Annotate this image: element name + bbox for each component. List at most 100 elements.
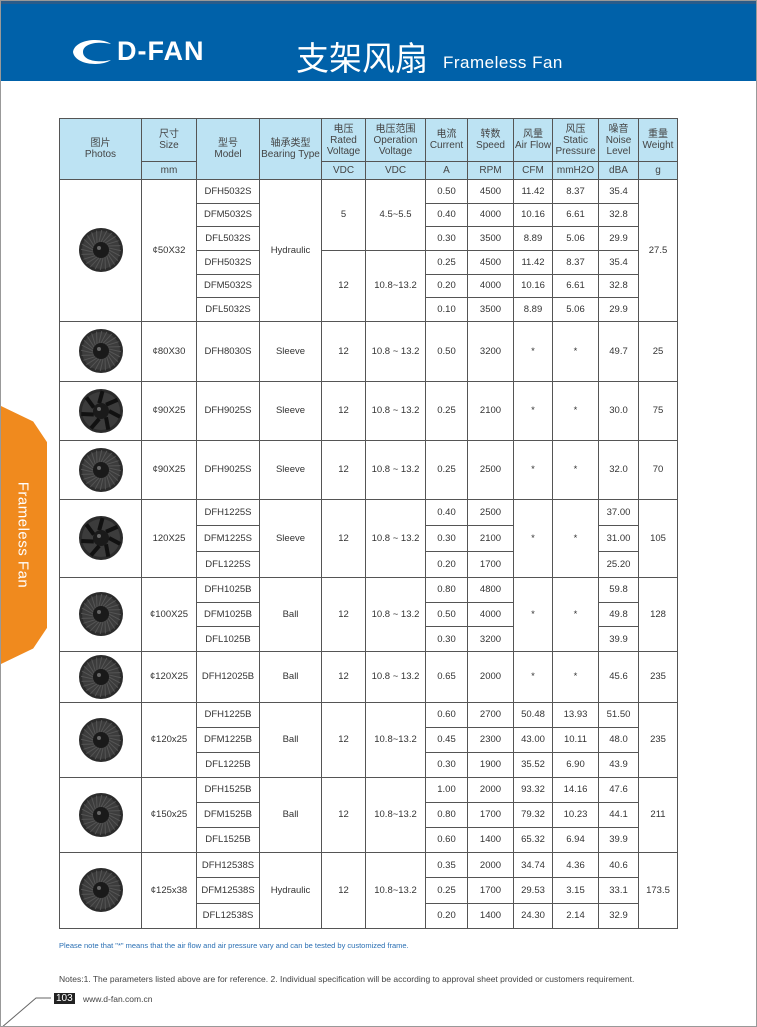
noise-cell: 37.00 bbox=[598, 498, 639, 526]
noise-cell: 29.9 bbox=[598, 297, 639, 322]
current-cell: 0.80 bbox=[425, 576, 468, 603]
header-cn: 电压范围 bbox=[375, 123, 416, 135]
weight-cell: 235 bbox=[638, 701, 678, 778]
static-pressure-cell: * bbox=[552, 576, 599, 652]
column-unit: mm bbox=[141, 161, 197, 180]
bearing-cell: Sleeve bbox=[259, 320, 322, 382]
model-cell: DFL5032S bbox=[196, 297, 260, 322]
blower-fan-icon bbox=[78, 329, 123, 374]
table-row: DFM5032S 0.40 4000 10.16 6.61 32.8 bbox=[60, 202, 678, 228]
static-pressure-cell: 2.14 bbox=[552, 902, 599, 929]
current-cell: 0.25 bbox=[425, 380, 468, 441]
current-cell: 0.80 bbox=[425, 801, 468, 828]
header-en: Weight bbox=[642, 140, 674, 151]
operation-voltage-cell: 10.8~13.2 bbox=[365, 249, 426, 322]
current-cell: 0.10 bbox=[425, 297, 468, 322]
noise-cell: 48.0 bbox=[598, 726, 639, 753]
brand-name: D-FAN bbox=[117, 36, 205, 66]
model-cell: DFH9025S bbox=[196, 380, 260, 441]
speed-cell: 1700 bbox=[467, 801, 514, 828]
spec-table: 图片 Photos 尺寸 Size 型号 Model 轴承类型 Bearing Type 电压 R… bbox=[59, 118, 678, 929]
model-cell: DFH1225B bbox=[196, 701, 260, 728]
rated-voltage-cell: 12 bbox=[321, 498, 366, 578]
blower-fan-icon bbox=[78, 868, 123, 913]
column-unit: dBA bbox=[598, 161, 639, 180]
bearing-cell: Ball bbox=[259, 650, 322, 703]
model-cell: DFL12538S bbox=[196, 902, 260, 929]
brand-logo: D-FAN bbox=[71, 36, 205, 67]
weight-cell: 75 bbox=[638, 380, 678, 441]
column-unit: VDC bbox=[365, 161, 426, 180]
static-pressure-cell: 5.06 bbox=[552, 226, 599, 251]
column-header: 电压范围 Operation Voltage bbox=[365, 118, 426, 162]
column-header: 电压 Rated Voltage bbox=[321, 118, 366, 162]
speed-cell: 4500 bbox=[467, 249, 514, 275]
table-row: 120X25 DFH1225S Sleeve 12 10.8 ~ 13.2 0.40 250… bbox=[59, 498, 678, 578]
photo-cell bbox=[59, 179, 142, 322]
bearing-cell: Sleeve bbox=[259, 498, 322, 578]
operation-voltage-cell: 10.8 ~ 13.2 bbox=[365, 576, 426, 652]
photo-cell bbox=[59, 320, 142, 382]
rated-voltage-cell: 12 bbox=[321, 851, 366, 929]
noise-cell: 32.8 bbox=[598, 273, 639, 299]
speed-cell: 3500 bbox=[467, 226, 514, 251]
blower-fan-icon bbox=[78, 228, 123, 273]
operation-voltage-cell: 10.8~13.2 bbox=[365, 851, 426, 929]
rated-voltage-cell: 12 bbox=[321, 650, 366, 703]
noise-cell: 49.8 bbox=[598, 601, 639, 628]
air-flow-cell: * bbox=[513, 439, 553, 500]
photo-cell bbox=[59, 439, 142, 500]
operation-voltage-cell: 10.8 ~ 13.2 bbox=[365, 380, 426, 441]
model-cell: DFM1525B bbox=[196, 801, 260, 828]
photo-cell bbox=[59, 380, 142, 441]
model-cell: DFM1025B bbox=[196, 601, 260, 628]
table-row: DFL1025B 0.30 3200 39.9 bbox=[60, 626, 678, 652]
table-row: DFM1525B 0.80 1700 79.32 10.23 44.1 bbox=[60, 801, 678, 828]
side-tab bbox=[1, 406, 47, 664]
blower-fan-icon bbox=[78, 654, 123, 699]
operation-voltage-cell: 4.5~5.5 bbox=[365, 179, 426, 251]
model-cell: DFH1025B bbox=[196, 576, 260, 603]
header-cn: 风量 bbox=[523, 129, 543, 140]
table-row: DFM1025B 0.50 4000 49.8 bbox=[60, 601, 678, 628]
air-flow-cell: 10.16 bbox=[513, 202, 553, 228]
speed-cell: 1400 bbox=[467, 902, 514, 929]
static-pressure-cell: * bbox=[552, 650, 599, 703]
model-cell: DFH1225S bbox=[196, 498, 260, 526]
speed-cell: 2100 bbox=[467, 380, 514, 441]
header-cn: 电压 bbox=[333, 123, 354, 135]
column-header: 图片 Photos bbox=[59, 118, 142, 180]
model-cell: DFM12538S bbox=[196, 877, 260, 904]
header-cn: 重量 bbox=[648, 129, 668, 140]
speed-cell: 1900 bbox=[467, 751, 514, 778]
air-flow-cell: 8.89 bbox=[513, 297, 553, 322]
noise-cell: 29.9 bbox=[598, 226, 639, 251]
noise-cell: 25.20 bbox=[598, 550, 639, 578]
table-row: DFL1225S 0.20 1700 25.20 bbox=[60, 550, 678, 578]
bearing-cell: Hydraulic bbox=[259, 851, 322, 929]
header-en: Air Flow bbox=[514, 140, 552, 151]
size-cell: ¢100X25 bbox=[141, 576, 197, 652]
current-cell: 0.25 bbox=[425, 439, 468, 500]
air-flow-cell: 79.32 bbox=[513, 801, 553, 828]
column-header: 电流 Current bbox=[425, 118, 468, 162]
header-banner: D-FAN 支架风扇 Frameless Fan bbox=[1, 1, 756, 81]
table-row: DFL1225B 0.30 1900 35.52 6.90 43.9 bbox=[60, 751, 678, 778]
noise-cell: 31.00 bbox=[598, 524, 639, 552]
table-row: DFL12538S 0.20 1400 24.30 2.14 32.9 bbox=[60, 902, 678, 929]
operation-voltage-cell: 10.8 ~ 13.2 bbox=[365, 498, 426, 578]
column-header: 轴承类型 Bearing Type bbox=[259, 118, 322, 180]
static-pressure-cell: 10.11 bbox=[552, 726, 599, 753]
header-en: Static Pressure bbox=[555, 134, 596, 157]
noise-cell: 30.0 bbox=[598, 380, 639, 441]
rated-voltage-cell: 12 bbox=[321, 380, 366, 441]
bearing-cell: Ball bbox=[259, 776, 322, 853]
noise-cell: 32.9 bbox=[598, 902, 639, 929]
header-en: Noise Level bbox=[605, 134, 632, 157]
model-cell: DFM1225B bbox=[196, 726, 260, 753]
corner-line bbox=[2, 997, 51, 1026]
bearing-cell: Hydraulic bbox=[259, 179, 322, 322]
column-unit: RPM bbox=[467, 161, 514, 180]
column-header: 转数 Speed bbox=[467, 118, 514, 162]
blower-fan-icon bbox=[78, 592, 123, 637]
